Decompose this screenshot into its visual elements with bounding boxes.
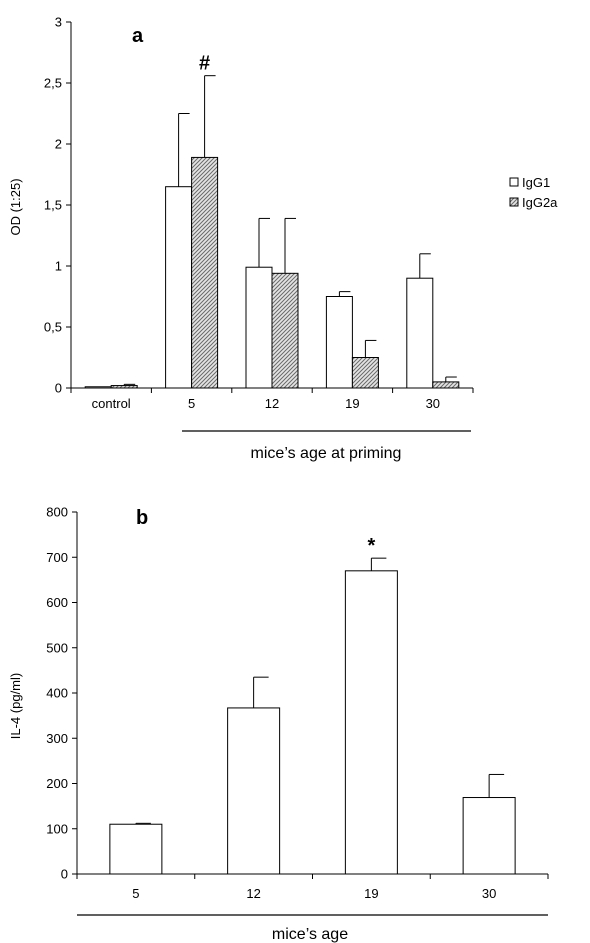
bar — [406, 277, 434, 389]
panel-label-a: a — [132, 25, 144, 47]
axes-a — [70, 22, 473, 389]
y-tick-label: 3 — [55, 15, 62, 30]
bar — [351, 357, 379, 389]
bar — [432, 381, 460, 389]
legend-label-igg1: IgG1 — [522, 175, 550, 190]
significance-marker: # — [199, 53, 210, 75]
y-tick-label: 600 — [46, 595, 68, 610]
y-tick-label: 2,5 — [44, 76, 62, 91]
bar — [227, 707, 281, 875]
bar — [191, 156, 219, 389]
y-tick-label: 400 — [46, 686, 68, 701]
x-axis-ticks-a: control 5 12 19 30 — [70, 388, 474, 411]
legend-swatch-igg2a — [509, 197, 519, 207]
chart-panel-a: a 0 0,5 1 1,5 2 2,5 3 # control 5 12 19 30 OD (1:2… — [8, 15, 558, 463]
x-tick-label: 5 — [188, 396, 195, 411]
y-tick-label: 800 — [46, 505, 68, 520]
x-tick-label: 5 — [132, 886, 139, 901]
y-tick-label: 200 — [46, 776, 68, 791]
x-axis-label-b: mice’s age — [272, 926, 348, 943]
x-axis-ticks-b: 5 12 19 30 — [76, 874, 549, 901]
bars-b: * — [109, 535, 516, 875]
y-tick-label: 0,5 — [44, 320, 62, 335]
bars-a: # — [84, 53, 460, 389]
y-axis-ticks-a: 0 0,5 1 1,5 2 2,5 3 — [44, 15, 71, 396]
significance-marker: * — [367, 535, 375, 557]
y-axis-label-b: IL-4 (pg/ml) — [8, 673, 23, 739]
y-tick-label: 2 — [55, 137, 62, 152]
bar — [271, 272, 299, 389]
bar — [245, 266, 273, 389]
y-tick-label: 1,5 — [44, 198, 62, 213]
y-axis-label-a: OD (1:25) — [8, 178, 23, 235]
y-tick-label: 300 — [46, 731, 68, 746]
y-tick-label: 100 — [46, 821, 68, 836]
y-tick-label: 500 — [46, 640, 68, 655]
bar — [462, 797, 516, 875]
bar — [325, 296, 353, 389]
x-tick-label: 19 — [364, 886, 378, 901]
legend-swatch-igg1 — [509, 177, 519, 187]
x-tick-label: 30 — [482, 886, 496, 901]
x-tick-label: 12 — [265, 396, 279, 411]
x-tick-label: 30 — [426, 396, 440, 411]
x-tick-label: 12 — [246, 886, 260, 901]
legend-a: IgG1 IgG2a — [509, 175, 558, 210]
y-tick-label: 1 — [55, 259, 62, 274]
y-tick-label: 700 — [46, 550, 68, 565]
x-tick-label: 19 — [345, 396, 359, 411]
bar — [109, 823, 163, 875]
bar — [165, 186, 193, 389]
y-tick-label: 0 — [55, 381, 62, 396]
y-axis-ticks-b: 0 100 200 300 400 500 600 700 800 — [46, 505, 77, 882]
y-tick-label: 0 — [61, 867, 68, 882]
panel-label-b: b — [136, 507, 148, 529]
x-tick-label: control — [92, 396, 131, 411]
x-axis-label-a: mice’s age at priming — [251, 445, 402, 462]
chart-panel-b: b 0 100 200 300 400 500 600 700 800 * 5 12 19 30 IL… — [8, 505, 549, 943]
legend-label-igg2a: IgG2a — [522, 195, 558, 210]
bar — [344, 570, 398, 875]
